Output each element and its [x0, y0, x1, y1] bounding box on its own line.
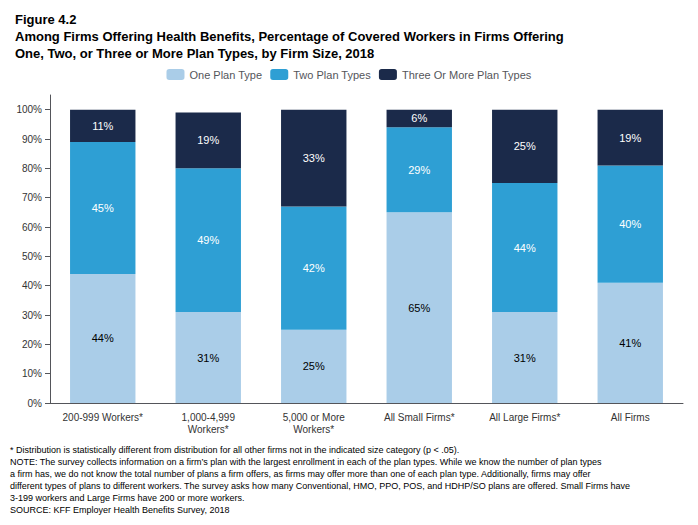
svg-text:70%: 70%	[22, 192, 42, 203]
svg-text:44%: 44%	[92, 332, 114, 344]
svg-text:0%: 0%	[28, 398, 43, 409]
svg-text:29%: 29%	[408, 164, 430, 176]
svg-text:One, Two, or Three or More Pla: One, Two, or Three or More Plan Types, b…	[15, 46, 374, 61]
svg-text:Two Plan Types: Two Plan Types	[293, 69, 371, 81]
svg-text:One Plan Type: One Plan Type	[189, 69, 262, 81]
svg-text:30%: 30%	[22, 310, 42, 321]
svg-text:different types of plans to di: different types of plans to different wo…	[10, 481, 630, 491]
svg-text:19%: 19%	[197, 134, 219, 146]
svg-text:45%: 45%	[92, 202, 114, 214]
svg-text:200-999 Workers*: 200-999 Workers*	[63, 412, 144, 423]
svg-text:31%: 31%	[197, 352, 219, 364]
svg-text:NOTE: The survey collects info: NOTE: The survey collects information on…	[10, 457, 602, 467]
svg-text:33%: 33%	[303, 152, 325, 164]
svg-text:44%: 44%	[514, 242, 536, 254]
svg-text:20%: 20%	[22, 339, 42, 350]
svg-text:Three Or More Plan Types: Three Or More Plan Types	[402, 69, 532, 81]
svg-text:65%: 65%	[408, 302, 430, 314]
svg-text:42%: 42%	[303, 262, 325, 274]
svg-text:a firm has, we do not know the: a firm has, we do not know the total num…	[10, 469, 591, 479]
svg-text:11%: 11%	[92, 120, 113, 132]
svg-text:25%: 25%	[514, 140, 536, 152]
svg-text:Among Firms Offering Health Be: Among Firms Offering Health Benefits, Pe…	[15, 29, 564, 44]
svg-text:All Firms: All Firms	[611, 412, 650, 423]
svg-text:25%: 25%	[303, 360, 325, 372]
svg-text:31%: 31%	[514, 352, 536, 364]
svg-text:50%: 50%	[22, 251, 42, 262]
svg-text:10%: 10%	[22, 368, 42, 379]
svg-text:90%: 90%	[22, 134, 42, 145]
svg-text:All Large Firms*: All Large Firms*	[489, 412, 560, 423]
svg-text:Workers*: Workers*	[293, 424, 334, 435]
svg-text:60%: 60%	[22, 222, 42, 233]
svg-text:40%: 40%	[619, 218, 641, 230]
svg-text:Workers*: Workers*	[188, 424, 229, 435]
svg-text:3-199 workers and Large Firms: 3-199 workers and Large Firms have 200 o…	[10, 493, 245, 503]
svg-text:80%: 80%	[22, 163, 42, 174]
svg-text:* Distribution is statisticall: * Distribution is statistically differen…	[10, 445, 459, 455]
svg-text:1,000-4,999: 1,000-4,999	[182, 412, 236, 423]
svg-text:SOURCE: KFF Employer Health Be: SOURCE: KFF Employer Health Benefits Sur…	[10, 505, 229, 515]
svg-text:Figure 4.2: Figure 4.2	[15, 12, 76, 27]
svg-text:All Small Firms*: All Small Firms*	[384, 412, 455, 423]
svg-text:100%: 100%	[16, 104, 42, 115]
svg-text:5,000 or More: 5,000 or More	[283, 412, 346, 423]
svg-text:6%: 6%	[411, 112, 427, 124]
svg-text:40%: 40%	[22, 280, 42, 291]
svg-text:41%: 41%	[619, 337, 641, 349]
svg-text:19%: 19%	[619, 132, 641, 144]
svg-text:49%: 49%	[197, 234, 219, 246]
